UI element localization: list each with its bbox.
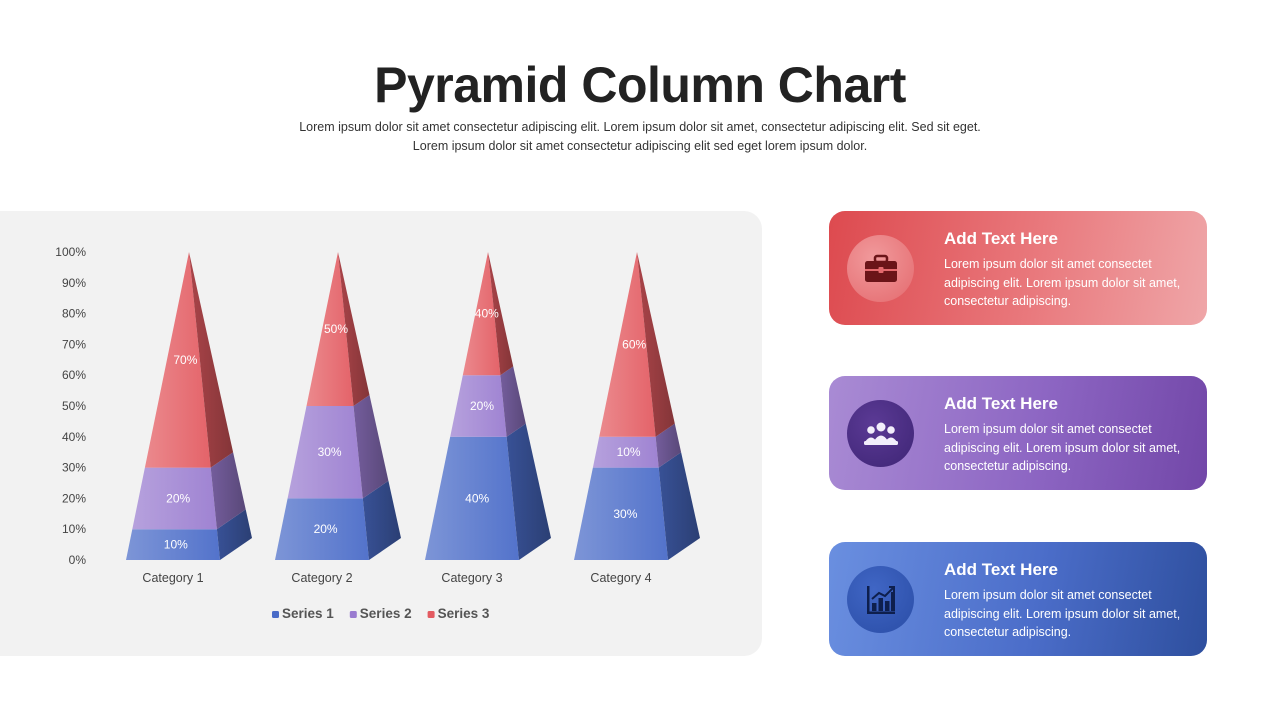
pyramid-segment-front [592,436,659,468]
legend-swatch [427,611,435,618]
y-axis: 0% 10% 20% 30% 40% 50% 60% 70% 80% 90% 100% [55,245,86,567]
pyramid-segment-side [506,423,551,560]
legend-label: Series 3 [438,606,490,621]
page-title: Pyramid Column Chart [374,57,906,113]
card-heading: Add Text Here [944,229,1058,248]
pyramid-column-chart: 0% 10% 20% 30% 40% 50% 60% 70% 80% 90% 100% 10% 20%… [55,245,700,621]
y-tick-label: 50% [62,399,86,413]
pyramid-segment-side [637,252,675,437]
data-label: 20% [314,522,338,536]
card-text: Lorem ipsum dolor sit amet consectet adi… [944,422,1181,473]
data-label: 20% [166,491,190,505]
team-meeting-icon [847,400,914,467]
data-label: 20% [470,399,494,413]
pyramid-segment-side [353,395,389,499]
x-tick-label: Category 1 [142,571,203,585]
y-tick-label: 70% [62,337,86,351]
pyramid-segment-front [574,467,668,560]
y-tick-label: 100% [55,245,86,259]
card-heading: Add Text Here [944,394,1058,413]
data-label: 70% [173,353,197,367]
pyramid-segment-front [306,252,354,406]
x-tick-label: Category 4 [590,571,651,585]
data-label: 30% [318,445,342,459]
y-tick-label: 20% [62,491,86,505]
bar-chart-icon [847,566,914,633]
page-subtitle: Lorem ipsum dolor sit amet consectetur a… [0,118,1280,156]
pyramid-segment-front [144,252,211,468]
chart-legend: Series 1 Series 2 Series 3 [272,606,490,621]
info-card-1: Add Text Here Lorem ipsum dolor sit amet… [829,211,1207,325]
pyramid-segment-side [216,509,252,560]
subtitle-line-2: Lorem ipsum dolor sit amet consectetur a… [412,139,868,153]
data-label: 40% [475,307,499,321]
card-text: Lorem ipsum dolor sit amet consectet adi… [944,257,1181,308]
pyramids: 10% 20% 70% 20% 30% 50% 40% 20% 40% 30% 10% 60% [126,252,700,560]
legend-swatch [349,611,357,618]
data-label: 10% [164,538,188,552]
pyramid-segment-front [132,467,217,530]
pyramid-2: 20% 30% 50% [275,252,401,560]
pyramid-segment-front [462,252,501,376]
card-text: Lorem ipsum dolor sit amet consectet adi… [944,588,1181,639]
pyramid-segment-side [338,252,370,406]
briefcase-icon [847,235,914,302]
pyramid-1: 10% 20% 70% [126,252,252,560]
y-tick-label: 10% [62,522,86,536]
subtitle-line-1: Lorem ipsum dolor sit amet consectetur a… [299,120,981,134]
pyramid-segment-front [450,375,507,437]
legend-swatch [272,611,279,618]
x-axis: Category 1 Category 2 Category 3 Category 4 [142,571,651,585]
chart-panel: 0% 10% 20% 30% 40% 50% 60% 70% 80% 90% 100% 10% 20%… [0,211,762,656]
pyramid-segment-side [658,452,700,560]
data-label: 40% [465,491,489,505]
y-tick-label: 30% [62,461,86,475]
pyramid-segment-front [425,436,519,560]
pyramid-segment-side [500,366,526,437]
pyramid-segment-front [599,252,656,437]
info-card-3: Add Text Here Lorem ipsum dolor sit amet… [829,542,1207,656]
pyramid-segment-side [362,480,401,560]
data-label: 30% [613,507,637,521]
y-tick-label: 60% [62,368,86,382]
x-tick-label: Category 3 [441,571,502,585]
pyramid-3: 40% 20% 40% [425,252,551,560]
pyramid-segment-side [210,452,246,530]
y-tick-label: 40% [62,430,86,444]
card-heading: Add Text Here [944,560,1058,579]
pyramid-4: 30% 10% 60% [574,252,700,560]
legend-label: Series 2 [360,606,412,621]
y-tick-label: 80% [62,307,86,321]
data-label: 60% [622,337,646,351]
y-tick-label: 90% [62,276,86,290]
x-tick-label: Category 2 [291,571,352,585]
pyramid-segment-side [488,252,514,376]
pyramid-segment-front [126,529,220,560]
data-label: 10% [617,445,641,459]
data-label: 50% [324,322,348,336]
legend-label: Series 1 [282,606,334,621]
y-tick-label: 0% [69,553,87,567]
pyramid-segment-front [287,406,363,499]
pyramid-segment-side [655,423,682,468]
pyramid-segment-front [275,498,369,560]
info-card-2: Add Text Here Lorem ipsum dolor sit amet… [829,376,1207,490]
pyramid-segment-side [189,252,234,468]
